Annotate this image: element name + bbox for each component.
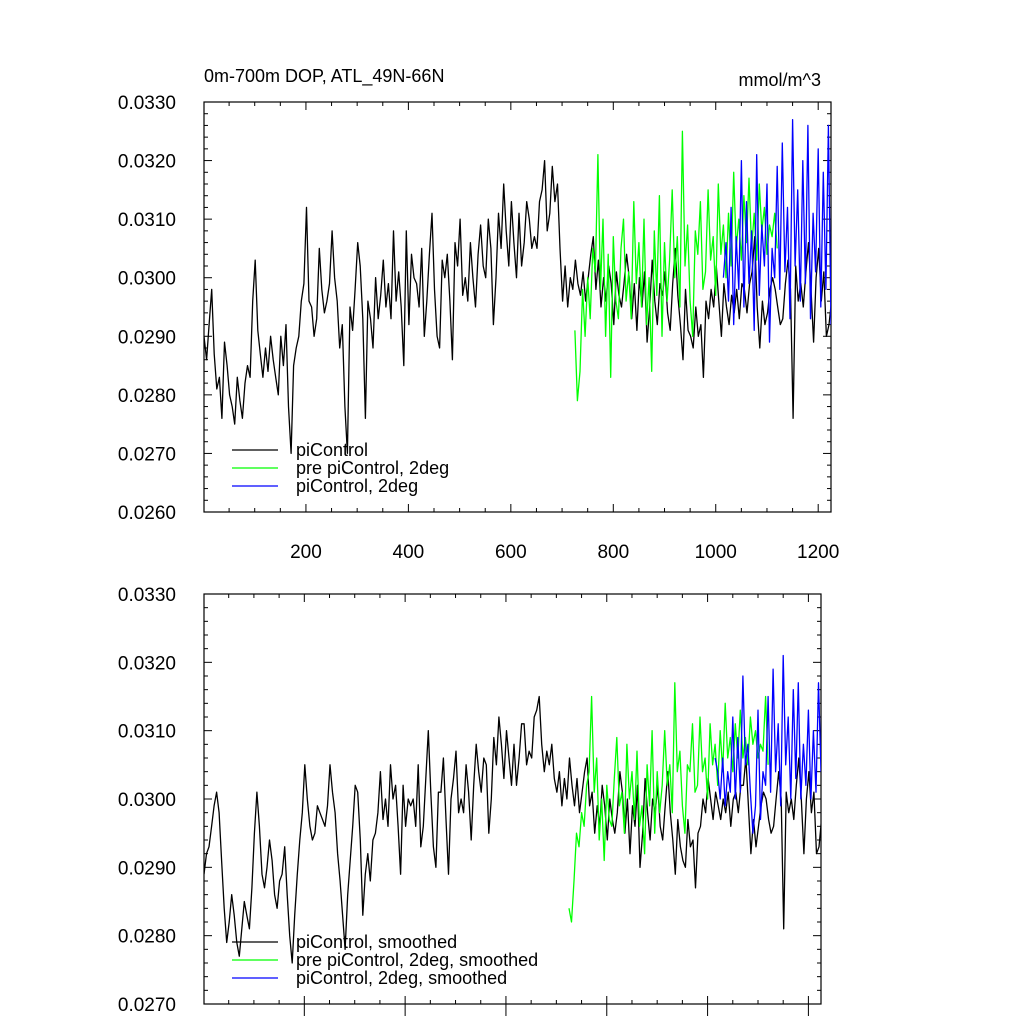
y-tick-label: 0.0330	[118, 585, 176, 606]
x-tick-label: 1000	[695, 542, 737, 563]
legend-label: piControl, 2deg	[296, 476, 418, 496]
y-tick-label: 0.0320	[118, 653, 176, 674]
y-tick-label: 0.0320	[118, 152, 176, 173]
units-label: mmol/m^3	[739, 70, 821, 90]
y-tick-label: 0.0330	[118, 93, 176, 114]
legend-label: piControl, smoothed	[296, 932, 457, 952]
top-panel: 0.0260 0.0270 0.0280 0.0290 0.0300 0.0310 0.03…	[118, 93, 839, 563]
x-tick-label: 200	[290, 542, 322, 563]
y-tick-label: 0.0310	[118, 722, 176, 743]
series-line-1	[568, 682, 769, 923]
x-tick-label: 800	[597, 542, 629, 563]
series-line-2	[722, 118, 831, 343]
y-tick-label: 0.0280	[118, 927, 176, 948]
x-tick-label: 1200	[797, 542, 839, 563]
bottom-panel: 0.0270 0.0280 0.0290 0.0300 0.0310 0.0320 0.03…	[118, 585, 822, 1016]
y-tick-label: 0.0270	[118, 995, 176, 1016]
y-tick-label: 0.0310	[118, 210, 176, 231]
y-tick-label: 0.0270	[118, 444, 176, 465]
legend-label: pre piControl, 2deg, smoothed	[296, 950, 538, 970]
series-line-0	[204, 695, 821, 964]
y-tick-label: 0.0300	[118, 269, 176, 290]
legend-label: pre piControl, 2deg	[296, 458, 449, 478]
series-line-0	[204, 159, 831, 455]
series-line-2	[714, 654, 821, 834]
chart-title: 0m-700m DOP, ATL_49N-66N	[204, 66, 444, 87]
series-line-1	[574, 130, 778, 402]
y-tick-label: 0.0290	[118, 858, 176, 879]
y-tick-label: 0.0290	[118, 327, 176, 348]
y-tick-label: 0.0300	[118, 790, 176, 811]
y-tick-label: 0.0280	[118, 386, 176, 407]
legend-label: piControl, 2deg, smoothed	[296, 968, 507, 988]
x-tick-label: 400	[393, 542, 425, 563]
y-tick-label: 0.0260	[118, 503, 176, 524]
legend-label: piControl	[296, 440, 368, 460]
x-tick-label: 600	[495, 542, 527, 563]
